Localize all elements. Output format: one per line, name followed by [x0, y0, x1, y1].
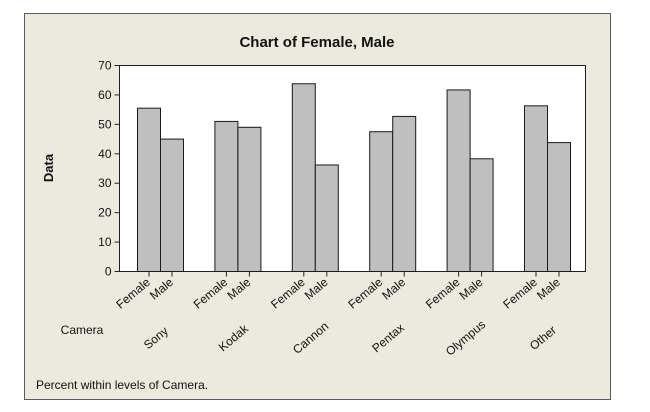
bar-sony-female — [137, 107, 161, 272]
bar-other-male — [547, 142, 571, 272]
plot-area — [119, 65, 586, 272]
y-tick-label: 30 — [98, 176, 112, 190]
bar-olympus-female — [446, 89, 471, 272]
bar-olympus-male — [469, 158, 494, 272]
bars — [137, 83, 571, 273]
y-tick-label: 0 — [105, 265, 112, 279]
y-tick-label: 20 — [98, 206, 112, 220]
bar-cannon-male — [314, 164, 339, 272]
bar-kodak-female — [214, 120, 239, 272]
footnote: Percent within levels of Camera. — [36, 378, 208, 392]
bar-pentax-male — [392, 115, 417, 273]
bar-sony-male — [160, 138, 184, 272]
bar-pentax-female — [369, 131, 394, 272]
bar-other-female — [524, 105, 548, 273]
bar-cannon-female — [291, 83, 316, 272]
y-tick-label: 50 — [98, 117, 112, 131]
x-group-label: Camera — [61, 323, 104, 337]
y-tick-label: 40 — [98, 147, 112, 161]
y-tick-label: 70 — [98, 59, 112, 73]
bar-kodak-male — [237, 126, 262, 272]
y-axis-label: Data — [41, 153, 56, 182]
y-axis: 0 10 20 30 40 50 60 70 — [98, 59, 120, 279]
y-tick-label: 60 — [98, 88, 112, 102]
y-tick-label: 10 — [98, 235, 112, 249]
chart-title: Chart of Female, Male — [239, 34, 394, 51]
